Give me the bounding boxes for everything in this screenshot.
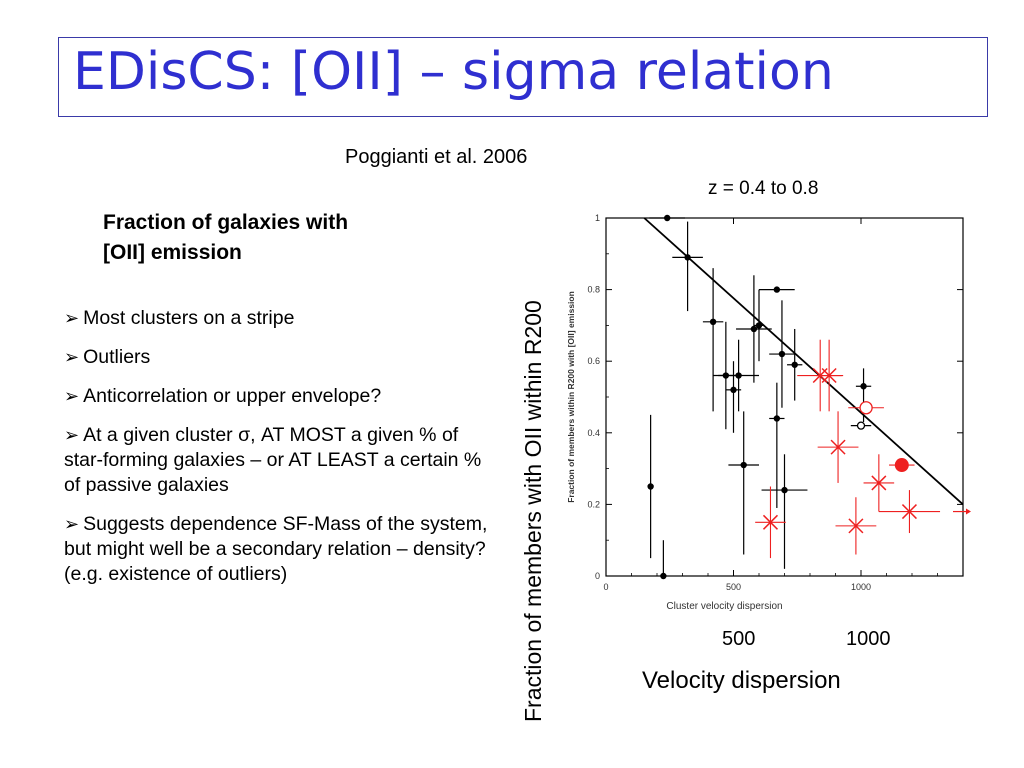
y-tick-label: 0.8 xyxy=(587,285,600,295)
x-axis-label: Cluster velocity dispersion xyxy=(666,601,782,612)
data-point-cross xyxy=(848,518,864,534)
outer-x-tick-500: 500 xyxy=(722,628,756,650)
x-tick-label: 0 xyxy=(603,582,608,592)
bullet-item: ➢ At a given cluster σ, AT MOST a given %… xyxy=(64,423,496,498)
arrow-bullet-icon: ➢ xyxy=(64,514,80,534)
data-point xyxy=(773,286,781,293)
data-point-open xyxy=(856,421,866,430)
data-point xyxy=(709,318,717,326)
bullet-item: ➢ Outliers xyxy=(64,345,496,370)
page-title: EDisCS: [OII] – sigma relation xyxy=(73,42,834,102)
limit-arrow-head xyxy=(966,508,971,515)
outer-y-axis-label: Fraction of members with OII within R200 xyxy=(520,300,546,722)
x-tick-label: 500 xyxy=(726,582,741,592)
y-tick-label: 0 xyxy=(595,571,600,581)
data-point-cross xyxy=(821,367,837,384)
data-point xyxy=(660,572,667,580)
data-point xyxy=(860,383,867,390)
bullet-item: ➢ Suggests dependence SF-Mass of the syst… xyxy=(64,512,496,587)
data-point xyxy=(664,214,671,222)
y-tick-label: 0.2 xyxy=(587,499,600,509)
data-point-cross xyxy=(901,504,917,520)
data-point xyxy=(791,361,798,368)
y-tick-label: 1 xyxy=(595,213,600,223)
data-point xyxy=(647,483,654,490)
bullet-text: Suggests dependence SF-Mass of the syste… xyxy=(64,513,488,585)
arrow-bullet-icon: ➢ xyxy=(64,425,80,445)
data-point-cross xyxy=(871,475,887,491)
redshift-label: z = 0.4 to 0.8 xyxy=(708,178,819,199)
y-axis-label: Fraction of members within R200 with [OI… xyxy=(566,291,576,503)
data-point xyxy=(773,415,781,422)
bullet-text: Most clusters on a stripe xyxy=(83,307,295,329)
outer-x-axis-label: Velocity dispersion xyxy=(642,667,841,694)
data-point-big xyxy=(894,458,909,473)
bullet-list: ➢ Most clusters on a stripe ➢ Outliers ➢ An… xyxy=(64,306,496,601)
arrow-bullet-icon: ➢ xyxy=(64,386,80,406)
data-point xyxy=(730,386,737,394)
data-point xyxy=(778,350,786,358)
citation: Poggianti et al. 2006 xyxy=(345,146,528,168)
data-point xyxy=(755,322,763,329)
data-point-cross xyxy=(762,514,779,530)
x-tick-label: 1000 xyxy=(851,582,871,592)
data-point xyxy=(750,325,758,333)
data-point xyxy=(684,254,691,261)
bullet-text: Anticorrelation or upper envelope? xyxy=(83,385,382,407)
bullet-item: ➢ Anticorrelation or upper envelope? xyxy=(64,384,496,409)
data-point-open xyxy=(859,401,873,415)
data-point xyxy=(781,486,788,494)
outer-x-tick-1000: 1000 xyxy=(846,628,891,650)
arrow-bullet-icon: ➢ xyxy=(64,308,80,328)
fit-line xyxy=(643,217,964,506)
title-box: EDisCS: [OII] – sigma relation xyxy=(58,37,988,117)
subtitle: Fraction of galaxies with [OII] emission xyxy=(103,208,463,268)
data-point xyxy=(735,372,742,379)
subtitle-line: [OII] emission xyxy=(103,241,242,264)
bullet-text: Outliers xyxy=(83,346,151,368)
bullet-text: At a given cluster σ, AT MOST a given % … xyxy=(64,424,482,496)
arrow-bullet-icon: ➢ xyxy=(64,347,80,367)
data-point-cross xyxy=(830,439,846,455)
scatter-plot: 0 0.2 0.4 0.6 0.8 1 0 500 1000 Cluster velocity d… xyxy=(566,213,971,612)
subtitle-line: Fraction of galaxies with xyxy=(103,211,349,234)
data-point xyxy=(740,461,747,469)
bullet-item: ➢ Most clusters on a stripe xyxy=(64,306,496,331)
y-tick-label: 0.6 xyxy=(587,356,600,366)
y-tick-label: 0.4 xyxy=(587,428,600,438)
